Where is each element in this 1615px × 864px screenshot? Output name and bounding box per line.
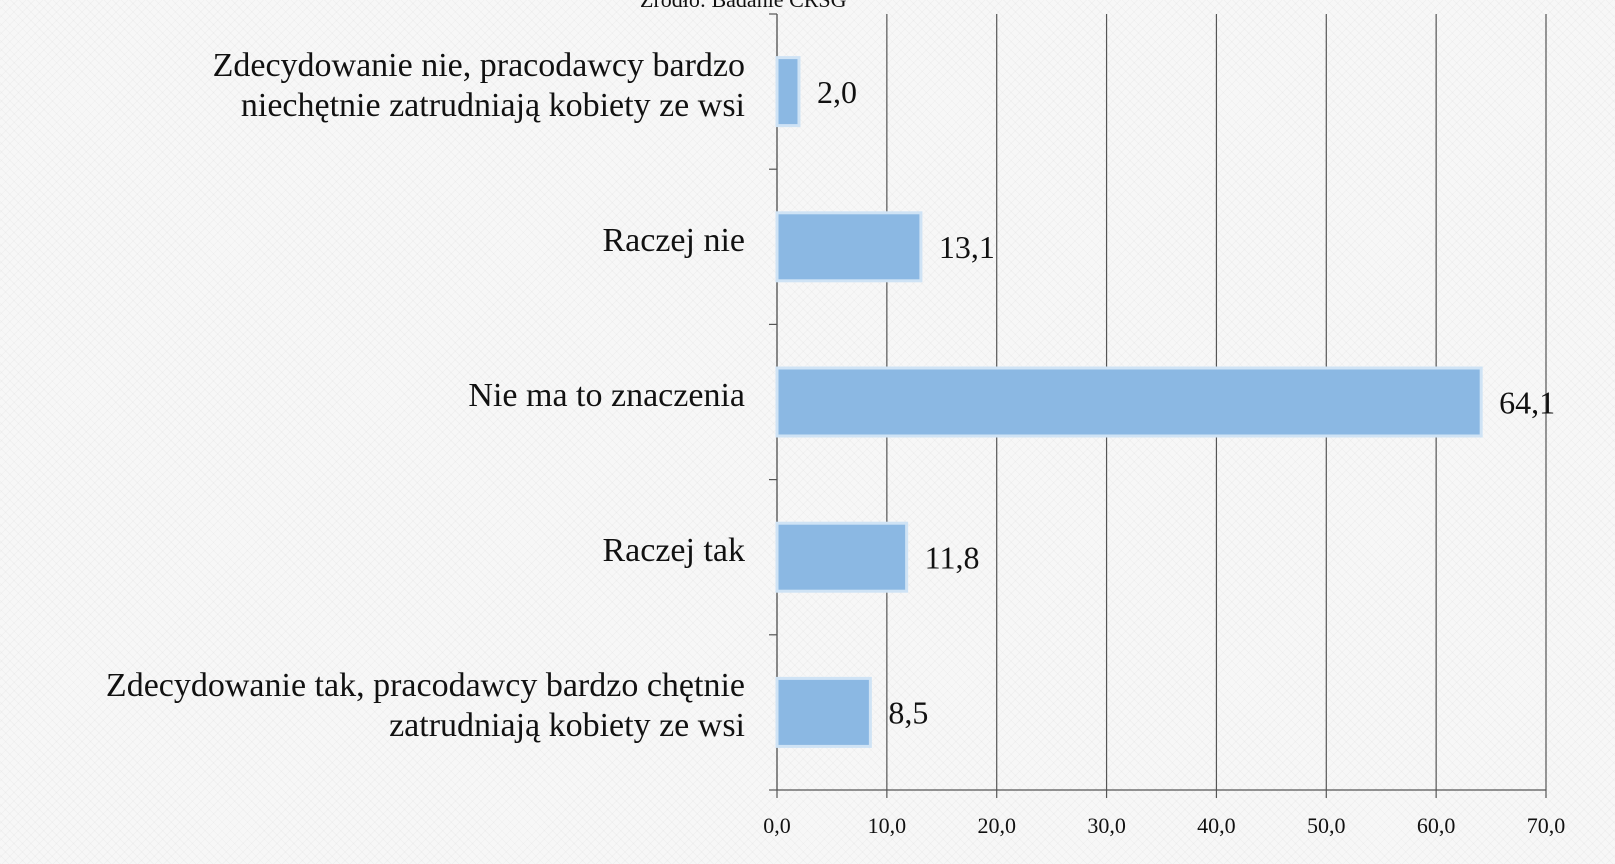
x-tick-label: 0,0 <box>763 813 791 838</box>
bar <box>775 211 923 283</box>
x-tick-label: 50,0 <box>1307 813 1346 838</box>
value-label: 13,1 <box>939 229 995 265</box>
x-tick-label: 40,0 <box>1197 813 1236 838</box>
value-label: 2,0 <box>817 74 857 110</box>
category-label: Zdecydowanie tak, pracodawcy bardzo chęt… <box>105 667 745 745</box>
category-label: Nie ma to znaczenia <box>468 377 745 414</box>
x-tick-label: 70,0 <box>1527 813 1566 838</box>
x-tick-label: 30,0 <box>1087 813 1126 838</box>
category-label: Zdecydowanie nie, pracodawcy bardzo niec… <box>212 46 745 124</box>
bar <box>775 56 801 128</box>
category-label: Raczej nie <box>602 221 745 259</box>
value-label: 11,8 <box>925 540 980 576</box>
category-label: Raczej tak <box>602 532 745 570</box>
source-note: Źródło: Badanie CRSG <box>640 0 847 12</box>
value-label: 8,5 <box>888 695 928 731</box>
bar <box>775 366 1483 438</box>
x-tick-label: 20,0 <box>977 813 1016 838</box>
bar <box>775 676 872 748</box>
x-tick-label: 60,0 <box>1417 813 1456 838</box>
x-tick-label: 10,0 <box>868 813 907 838</box>
bar <box>775 521 909 593</box>
value-label: 64,1 <box>1499 384 1555 420</box>
